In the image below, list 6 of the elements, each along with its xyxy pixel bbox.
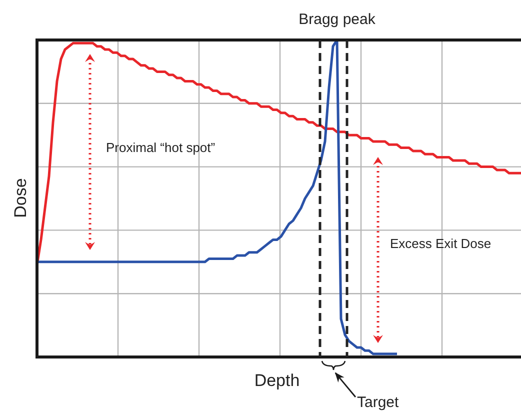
text: Target <box>357 394 400 411</box>
y-axis-title: Dose <box>11 178 30 218</box>
x-axis-title: Depth <box>254 371 300 390</box>
text: Bragg peak <box>298 11 376 28</box>
annotation: Excess Exit Dose <box>390 236 492 251</box>
annotation: Proximal “hot spot” <box>106 140 216 155</box>
